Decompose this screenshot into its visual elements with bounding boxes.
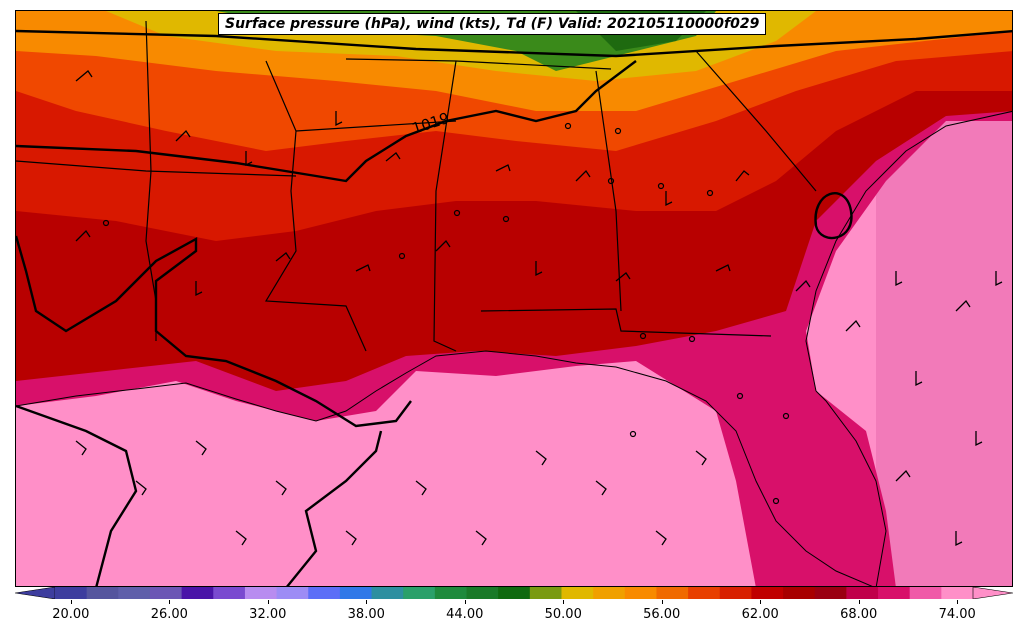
- colorbar-tick-label: 38.00: [347, 607, 385, 622]
- colorbar-swatch: [561, 587, 594, 599]
- colorbar-swatch: [149, 587, 183, 599]
- colorbar: [15, 587, 1013, 599]
- wind-barbs: [75, 70, 1003, 547]
- colorbar-tick-label: 32.00: [249, 607, 287, 622]
- colorbar-swatch: [783, 587, 816, 599]
- colorbar-swatch: [814, 587, 847, 599]
- colorbar-swatch: [213, 587, 246, 599]
- colorbar-tick-label: 44.00: [446, 607, 484, 622]
- colorbar-tick-mark: [563, 600, 565, 604]
- colorbar-tick-mark: [169, 600, 171, 604]
- colorbar-swatch: [719, 587, 752, 599]
- atlantic-shading: [876, 111, 1012, 586]
- colorbar-swatch: [688, 587, 721, 599]
- colorbar-swatch: [466, 587, 499, 599]
- colorbar-tick-label: 62.00: [741, 607, 779, 622]
- colorbar-swatch: [276, 587, 309, 599]
- colorbar-ticks: 20.00 26.00 32.00 38.00 44.00 50.00 56.00 62.00…: [0, 600, 1022, 630]
- colorbar-swatch: [181, 587, 214, 599]
- colorbar-swatch: [878, 587, 911, 599]
- colorbar-tick-label: 26.00: [150, 607, 188, 622]
- colorbar-swatch: [244, 587, 278, 599]
- colorbar-swatch: [55, 587, 88, 599]
- colorbar-tick-mark: [366, 600, 368, 604]
- colorbar-swatch: [751, 587, 784, 599]
- colorbar-tick-mark: [70, 600, 72, 604]
- colorbar-tick-mark: [661, 600, 663, 604]
- colorbar-swatch: [593, 587, 626, 599]
- colorbar-tick-label: 20.00: [52, 607, 90, 622]
- map-title: Surface pressure (hPa), wind (kts), Td (…: [218, 13, 767, 35]
- gulf-coastline: [16, 350, 873, 586]
- station-markers: [102, 122, 790, 505]
- colorbar-swatch: [941, 587, 974, 599]
- colorbar-extend-low: [15, 587, 56, 599]
- colorbar-swatch: [434, 587, 468, 599]
- map-panel: 1019: [15, 10, 1013, 587]
- colorbar-swatch: [846, 587, 879, 599]
- colorbar-tick-mark: [957, 600, 959, 604]
- colorbar-swatch: [498, 587, 531, 599]
- colorbar-tick-label: 68.00: [840, 607, 878, 622]
- colorbar-extend-high: [972, 587, 1013, 599]
- colorbar-swatch: [86, 587, 119, 599]
- colorbar-tick-mark: [858, 600, 860, 604]
- isobars: [16, 29, 1012, 586]
- colorbar-swatch: [339, 587, 373, 599]
- colorbar-swatch: [371, 587, 404, 599]
- state-borders: [16, 20, 817, 352]
- colorbar-swatch: [529, 587, 562, 599]
- colorbar-tick-mark: [464, 600, 466, 604]
- colorbar-tick-label: 74.00: [938, 607, 976, 622]
- colorbar-swatch: [308, 587, 341, 599]
- colorbar-tick-mark: [760, 600, 762, 604]
- colorbar-swatch: [656, 587, 689, 599]
- colorbar-swatch: [624, 587, 657, 599]
- colorbar-tick-label: 50.00: [544, 607, 582, 622]
- colorbar-swatch: [403, 587, 436, 599]
- dewpoint-map: 1019: [16, 11, 1012, 586]
- colorbar-tick-label: 56.00: [643, 607, 681, 622]
- colorbar-swatch: [909, 587, 942, 599]
- colorbar-swatch: [118, 587, 151, 599]
- florida-east-coast: [815, 390, 887, 586]
- colorbar-tick-mark: [267, 600, 269, 604]
